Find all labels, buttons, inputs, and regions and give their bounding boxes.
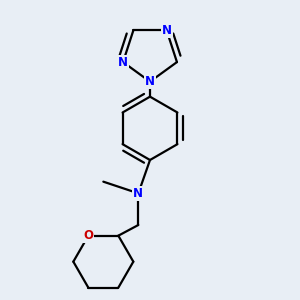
Text: O: O [83, 229, 93, 242]
Text: N: N [133, 187, 143, 200]
Text: N: N [118, 56, 128, 69]
Text: N: N [145, 75, 155, 88]
Text: N: N [162, 24, 172, 37]
